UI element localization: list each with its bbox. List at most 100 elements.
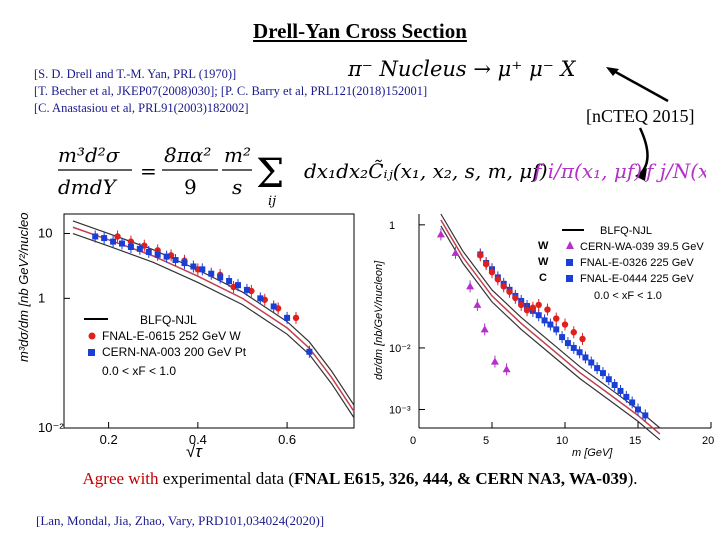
reference-becher: [T. Becher et al, JKEP07(2008)030]; [P. …	[34, 84, 428, 98]
citation: [Lan, Mondal, Jia, Zhao, Vary, PRD101,03…	[36, 513, 325, 528]
x-tick-label: 10	[556, 435, 568, 447]
band-upper	[440, 213, 661, 429]
left-legend: BLFQ-NJL FNAL-E-0615 252 GeV W CERN-NA-0…	[84, 313, 247, 378]
data-point	[163, 253, 170, 260]
data-point	[553, 326, 560, 333]
data-point	[190, 263, 197, 270]
data-point	[292, 314, 300, 322]
data-point	[529, 304, 537, 311]
legend-marker-na3	[88, 349, 95, 356]
right-theory-band	[440, 213, 661, 441]
right-legend-xf: 0.0 < xF < 1.0	[594, 290, 662, 302]
data-point	[635, 406, 641, 413]
y-tick-label: 10⁻²	[389, 343, 411, 355]
data-point	[494, 276, 502, 283]
reaction-lhs: π⁻ Nucleus	[348, 57, 467, 81]
data-point	[579, 335, 586, 343]
left-legend-na3: CERN-NA-003 200 GeV Pt	[102, 345, 247, 359]
data-point	[136, 245, 143, 252]
data-point	[145, 248, 152, 255]
data-point	[611, 381, 618, 388]
drell-yan-formula: m³d²σ dmdY = 8πα² 9 m² s Σ ij dx₁dx₂C̃ᵢⱼ…	[58, 143, 706, 208]
formula-mass-denominator: s	[232, 175, 242, 199]
arrowhead-reaction	[606, 67, 619, 76]
left-xlabel: √τ	[186, 442, 203, 461]
data-point	[110, 238, 117, 245]
data-point	[181, 260, 188, 267]
x-tick-label: 15	[629, 435, 641, 447]
data-point	[544, 306, 551, 313]
band-central	[440, 219, 661, 435]
x-tick-label: 0.4	[189, 432, 207, 447]
y-tick-label: 10⁻²	[38, 420, 64, 435]
right-xlabel: m [GeV]	[572, 447, 613, 459]
formula-lhs-numerator: m³d²σ	[58, 143, 121, 167]
reaction-rhs: μ⁺ μ⁻ X	[497, 57, 576, 81]
reference-drell-yan: [S. D. Drell and T.-M. Yan, PRL (1970)]	[34, 67, 237, 81]
y-tick-label: 1	[389, 220, 395, 232]
right-target-w1: W	[538, 240, 549, 252]
conclusion-lead: Agree with	[82, 469, 159, 488]
y-tick-label: 1	[38, 290, 45, 305]
data-point	[226, 278, 233, 285]
data-point	[535, 301, 542, 309]
reference-anastasiou: [C. Anastasiou et al, PRL91(2003)182002]	[34, 101, 249, 115]
data-point	[582, 354, 589, 361]
legend-marker-e615	[88, 332, 96, 340]
data-point	[473, 300, 482, 308]
data-point	[547, 321, 554, 328]
data-point	[451, 248, 460, 256]
left-legend-blfq: BLFQ-NJL	[140, 313, 197, 327]
arrow-x-to-ncteq	[611, 68, 669, 103]
data-point	[306, 348, 313, 355]
x-tick-label: 5	[483, 435, 489, 447]
right-legend-blfq: BLFQ-NJL	[600, 225, 652, 237]
data-point	[477, 252, 484, 259]
data-point	[257, 295, 264, 302]
data-point	[199, 266, 206, 273]
data-point	[576, 349, 583, 356]
data-point	[154, 251, 161, 258]
right-target-w2: W	[538, 256, 549, 268]
data-point	[541, 317, 548, 324]
data-point	[617, 387, 624, 394]
data-point	[564, 340, 571, 347]
reaction-equation: π⁻ Nucleus → μ⁺ μ⁻ X	[348, 57, 575, 81]
formula-lhs-denominator: dmdY	[58, 175, 118, 199]
data-point	[466, 282, 475, 290]
data-point	[114, 233, 121, 240]
data-point	[535, 312, 542, 319]
formula-sum-symbol: Σ	[256, 151, 284, 197]
data-point	[436, 230, 445, 238]
formula-mass-numerator: m²	[224, 143, 251, 167]
data-point	[270, 303, 277, 310]
x-tick-label: 20	[702, 435, 714, 447]
data-point	[92, 233, 99, 240]
data-point	[208, 270, 215, 277]
data-point	[570, 329, 577, 336]
left-data-points	[92, 230, 313, 358]
y-tick-label: 10⁻³	[389, 404, 411, 416]
y-tick-label: 10	[38, 226, 52, 241]
conclusion-end: ).	[627, 469, 638, 488]
right-target-c: C	[539, 272, 547, 284]
left-plot: 0.2 0.4 0.6 10 1 10⁻² √τ m³dσ/dm [nb GeV²/nuc…	[16, 212, 355, 461]
left-legend-xf: 0.0 < xF < 1.0	[102, 364, 176, 378]
legend-marker-wa039	[566, 241, 574, 249]
data-point	[642, 412, 649, 419]
right-legend-e326: FNAL-E-0326 225 GeV	[580, 257, 694, 269]
left-legend-e615: FNAL-E-0615 252 GeV W	[102, 329, 241, 343]
band-lower	[440, 225, 661, 441]
formula-pion-pdf: f i/π(x₁, μf)	[532, 159, 642, 183]
conclusion-text: Agree with experimental data (FNAL E615,…	[0, 469, 720, 489]
formula-coeff-denominator: 9	[184, 175, 197, 199]
data-point	[561, 321, 569, 328]
data-point	[482, 260, 490, 268]
right-data-points	[436, 228, 649, 422]
conclusion-experiments: FNAL E615, 326, 444, & CERN NA3, WA-039	[294, 469, 628, 488]
data-point	[119, 240, 125, 247]
ncteq-label: [nCTEQ 2015]	[586, 106, 695, 126]
data-point	[480, 325, 489, 333]
